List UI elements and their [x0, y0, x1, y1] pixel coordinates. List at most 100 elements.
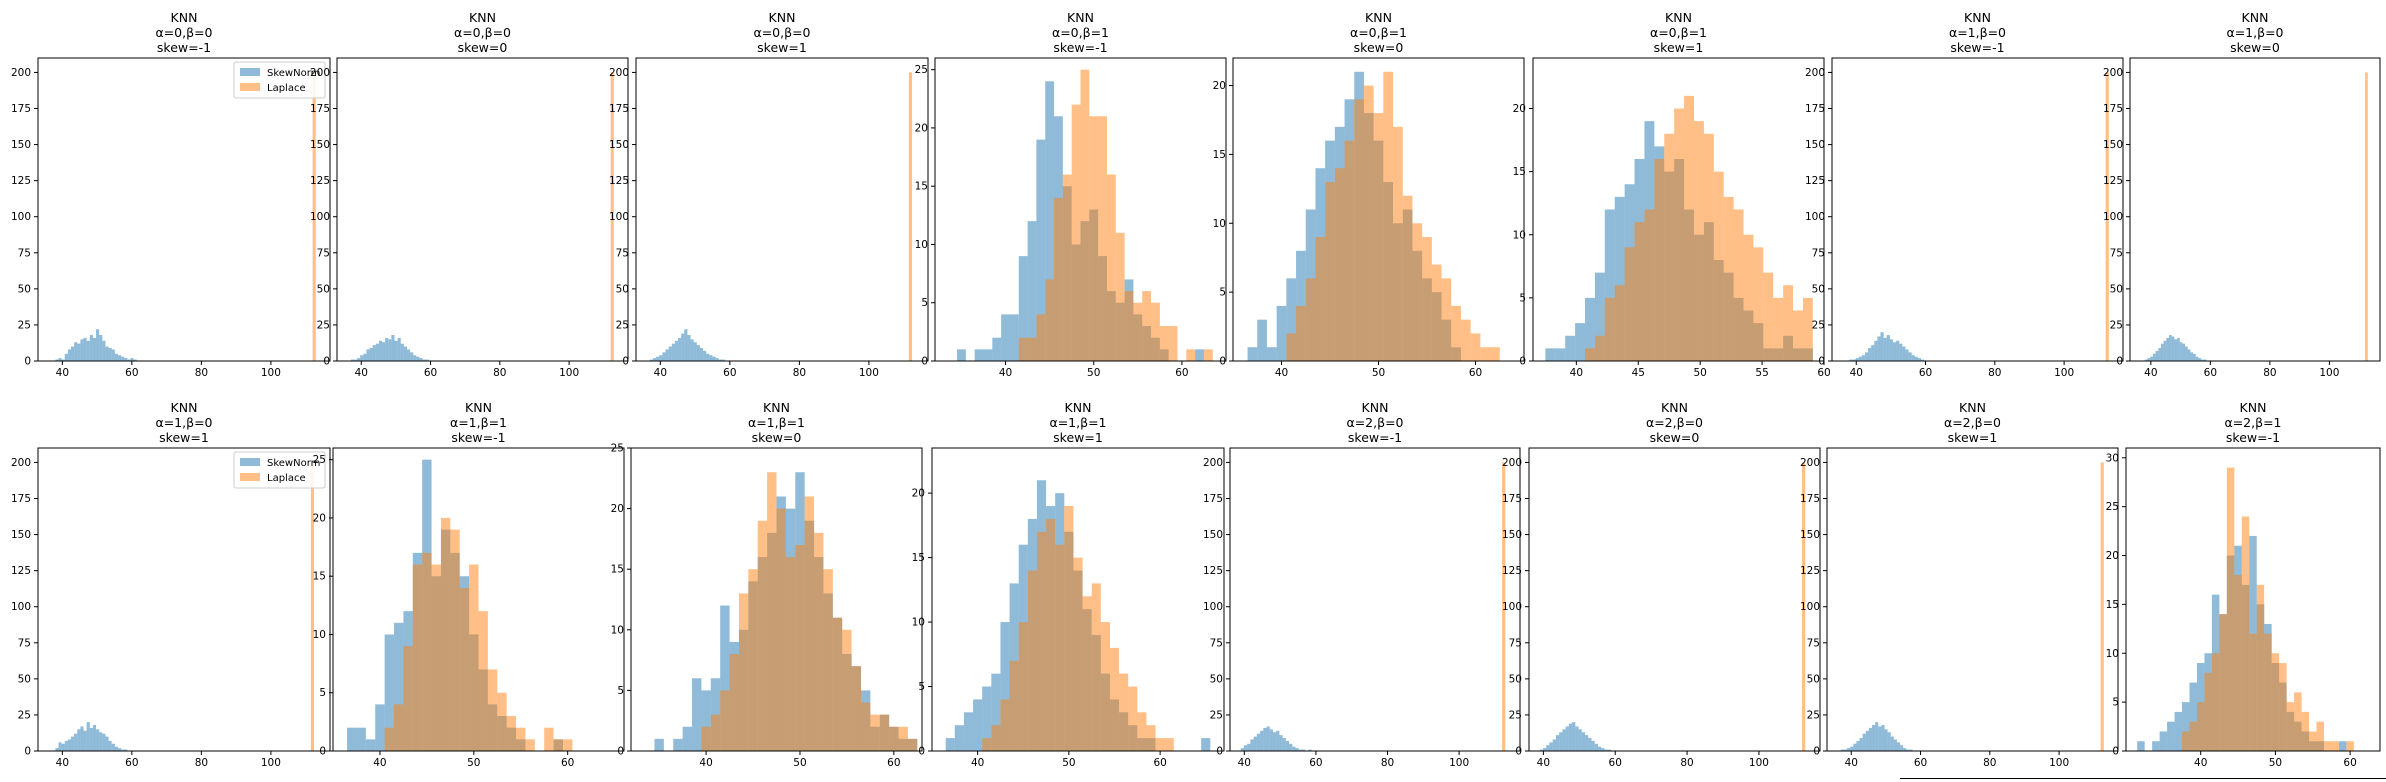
bar-laplace: [1334, 168, 1345, 361]
bar-laplace: [1046, 518, 1056, 751]
bar-laplace: [1080, 69, 1090, 361]
bar-skewnorm: [86, 722, 90, 751]
bar-laplace: [1594, 335, 1605, 361]
y-tick-label: 125: [1800, 565, 1820, 577]
bar-skewnorm: [124, 358, 128, 361]
bar-skewnorm: [2174, 711, 2183, 751]
bar-skewnorm: [1859, 738, 1863, 751]
axes-frame: [1831, 57, 2124, 362]
bar-laplace: [1296, 305, 1306, 361]
x-tick-label: 60: [125, 367, 138, 379]
y-tick-label: 100: [310, 211, 330, 223]
bar-laplace: [1036, 531, 1047, 751]
y-tick-label: 100: [609, 211, 629, 223]
bar-laplace: [757, 520, 768, 751]
bar-skewnorm: [1604, 209, 1615, 361]
bar-skewnorm: [1884, 729, 1888, 751]
axes-frame: [332, 447, 625, 752]
subplot-2: 40 60 80 100 0 25 50 75 100 125 150 175 200 KNNα=0,β=…: [310, 10, 629, 379]
histogram-bars: [1240, 462, 1506, 751]
x-tick-label: 60: [1175, 367, 1188, 379]
subplot-title-line: skew=0: [752, 430, 802, 445]
bar-skewnorm: [1843, 749, 1848, 751]
bar-laplace: [1054, 197, 1063, 361]
histogram-bars: [1545, 95, 1813, 361]
subplot-9: 40 60 80 1000255075100125150175200KNNα=1,β=…: [11, 400, 331, 769]
bar-laplace: [1071, 104, 1081, 361]
x-tick-label: 40: [1238, 757, 1251, 769]
x-tick-label: 50: [793, 757, 806, 769]
y-tick-label: 150: [1502, 529, 1522, 541]
subplot-title-line: KNN: [1661, 400, 1688, 415]
bar-skewnorm: [963, 712, 974, 751]
y-tick-label: 50: [2110, 283, 2123, 295]
bar-skewnorm: [1018, 256, 1028, 361]
bar-laplace: [1133, 302, 1143, 361]
y-tick-label: 25: [1210, 709, 1223, 721]
bar-laplace: [1451, 305, 1461, 361]
y-tick-label: 50: [1210, 673, 1223, 685]
y-tick-label: 0: [2116, 356, 2123, 368]
bar-skewnorm: [654, 738, 664, 751]
bar-laplace: [898, 726, 908, 751]
x-tick-label: 40: [2144, 367, 2157, 379]
bar-skewnorm: [96, 329, 100, 361]
bar-skewnorm: [1874, 340, 1878, 361]
bar-laplace: [1098, 116, 1107, 361]
bar-laplace: [1168, 326, 1178, 361]
bar-laplace: [1753, 247, 1764, 361]
bar-skewnorm: [718, 359, 722, 361]
subplot-title-line: α=2,β=0: [1646, 415, 1703, 430]
bar-skewnorm: [372, 345, 376, 361]
bar-skewnorm: [394, 340, 398, 361]
subplot-title-line: skew=0: [458, 40, 508, 55]
bar-laplace: [729, 654, 739, 751]
bar-skewnorm: [1591, 740, 1595, 751]
bar-skewnorm: [61, 743, 65, 751]
bar-laplace: [991, 725, 1001, 751]
y-tick-label: 175: [609, 103, 629, 115]
bar-skewnorm: [2187, 349, 2191, 361]
bar-skewnorm: [1889, 339, 1893, 361]
bar-skewnorm: [1855, 358, 1859, 361]
subplot-title-line: KNN: [465, 400, 492, 415]
bar-laplace: [1062, 174, 1072, 361]
y-tick-label: 0: [1515, 746, 1522, 758]
y-tick-label: 25: [2110, 319, 2123, 331]
x-tick-label: 45: [1632, 367, 1645, 379]
bar-skewnorm: [80, 339, 84, 361]
bar-skewnorm: [662, 352, 666, 361]
bar-skewnorm: [721, 359, 725, 361]
bar-skewnorm: [2182, 343, 2186, 361]
x-tick-label: 100: [859, 367, 879, 379]
y-tick-label: 200: [310, 67, 330, 79]
bar-laplace: [907, 738, 918, 751]
bar-skewnorm: [74, 733, 78, 751]
bar-laplace: [1146, 725, 1156, 751]
bar-laplace: [2241, 516, 2250, 751]
bar-skewnorm: [2190, 352, 2194, 361]
bar-laplace: [1142, 291, 1152, 361]
bar-skewnorm: [2189, 682, 2197, 751]
subplot-title-line: skew=-1: [1950, 40, 2004, 55]
bar-laplace: [1470, 333, 1481, 361]
bar-laplace: [908, 72, 913, 361]
bar-laplace: [1064, 506, 1074, 751]
y-tick-label: 100: [11, 601, 31, 613]
y-tick-label: 10: [915, 239, 928, 251]
bar-laplace: [776, 508, 786, 751]
bar-skewnorm: [1266, 726, 1270, 751]
bar-laplace: [412, 564, 423, 751]
bar-laplace: [1055, 544, 1065, 751]
y-tick-label: 175: [1203, 493, 1223, 505]
bar-skewnorm: [1917, 358, 1922, 361]
bar-laplace: [1733, 209, 1744, 361]
x-tick-label: 60: [887, 757, 900, 769]
x-tick-label: 100: [559, 367, 579, 379]
bar-skewnorm: [1850, 746, 1854, 751]
bar-laplace: [1693, 121, 1704, 361]
bar-skewnorm: [1902, 346, 1906, 361]
bar-laplace: [1109, 647, 1120, 751]
bar-laplace: [1793, 310, 1803, 361]
y-tick-label: 25: [2106, 501, 2119, 513]
